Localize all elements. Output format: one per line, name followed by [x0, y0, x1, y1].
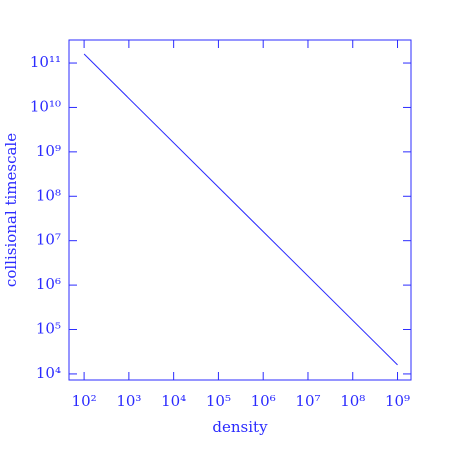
y-axis-label: collisional timescale: [2, 133, 20, 287]
x-axis-label: density: [212, 418, 268, 436]
x-tick-label: 10²: [72, 392, 97, 410]
y-tick-label: 10⁸: [36, 186, 61, 204]
x-tick-label: 10⁸: [340, 392, 365, 410]
y-tick-label: 10⁹: [36, 142, 61, 160]
y-tick-label: 10⁶: [36, 275, 61, 293]
x-tick-label: 10⁹: [385, 392, 410, 410]
x-tick-label: 10⁴: [161, 392, 186, 410]
x-tick-label: 10⁷: [295, 392, 320, 410]
y-tick-label: 10⁵: [36, 320, 61, 338]
x-tick-label: 10³: [116, 392, 141, 410]
plot-frame: [68, 39, 412, 381]
data-line: [83, 53, 398, 366]
y-tick-label: 10⁷: [36, 231, 61, 249]
y-tick-label: 10¹¹: [30, 53, 61, 71]
y-tick-label: 10⁴: [36, 364, 61, 382]
x-tick-label: 10⁵: [206, 392, 231, 410]
y-tick-label: 10¹⁰: [30, 97, 61, 115]
x-tick-label: 10⁶: [251, 392, 276, 410]
